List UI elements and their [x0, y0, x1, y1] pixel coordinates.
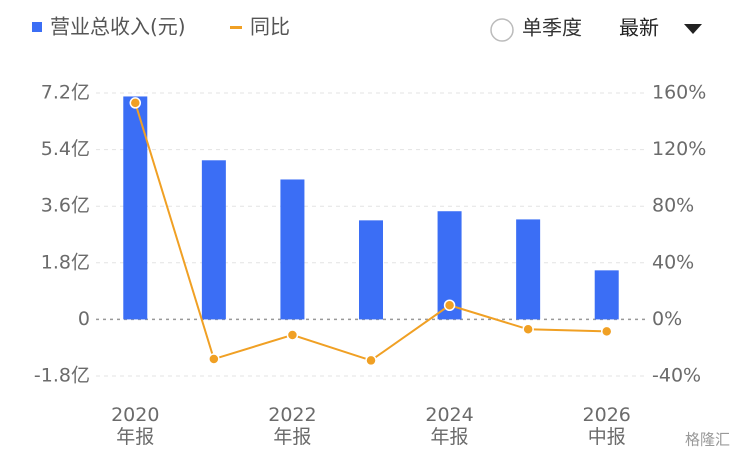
line-point — [443, 299, 456, 311]
bar — [280, 179, 305, 320]
line-point — [365, 354, 377, 367]
legend-swatch — [32, 22, 42, 32]
x-tick-label: 2022 年报 — [268, 404, 317, 448]
y2-tick-label: 40% — [652, 251, 694, 273]
dropdown-arrow[interactable] — [684, 24, 702, 34]
y2-tick-label: 80% — [652, 195, 694, 217]
line-point — [208, 353, 220, 365]
y2-tick-label: -40% — [652, 365, 701, 387]
bar — [359, 220, 383, 320]
toggle-label[interactable]: 单季度 — [522, 16, 582, 40]
bar — [201, 160, 226, 320]
y-tick-label: 5.4亿 — [41, 138, 90, 160]
y2-tick-label: 160% — [652, 82, 706, 104]
y-tick-label: 0 — [78, 308, 90, 330]
y-tick-label: 3.6亿 — [41, 195, 90, 217]
bar — [123, 96, 148, 320]
line-point — [129, 97, 142, 109]
y-tick-label: 7.2亿 — [41, 82, 90, 104]
bar — [594, 270, 619, 320]
x-tick-label: 2024 年报 — [425, 404, 474, 448]
legend-swatch — [230, 26, 242, 29]
watermark: 格隆汇 — [685, 431, 730, 449]
y2-tick-label: 0% — [652, 308, 682, 330]
line-point — [600, 325, 613, 338]
y2-tick-label: 120% — [652, 138, 706, 160]
line-point — [522, 323, 534, 336]
radio[interactable] — [490, 18, 514, 42]
x-tick-label: 2020 年报 — [111, 404, 160, 448]
y-tick-label: -1.8亿 — [34, 365, 90, 387]
bar — [516, 219, 541, 320]
legend-label[interactable]: 同比 — [250, 15, 290, 39]
legend-label[interactable]: 营业总收入(元) — [50, 15, 186, 39]
y-tick-label: 1.8亿 — [41, 251, 90, 273]
x-tick-label: 2026 中报 — [582, 404, 631, 448]
line-point — [286, 329, 299, 341]
dropdown-label[interactable]: 最新 — [619, 16, 659, 40]
